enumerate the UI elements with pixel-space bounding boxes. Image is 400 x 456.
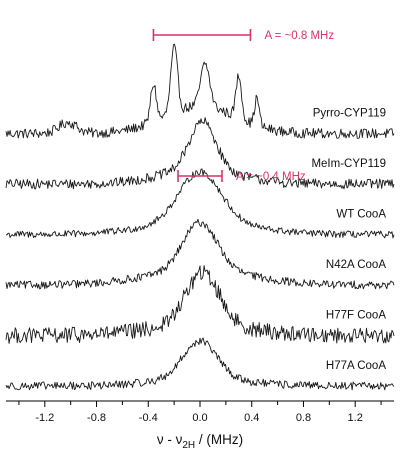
series-label-5: H77F CooA (326, 310, 386, 322)
x-ticks: -1.2 -0.8 -0.4 0.0 0.4 0.8 1.2 (18, 401, 382, 424)
series-trace-3 (5, 168, 395, 239)
x-tick-label: 0.8 (296, 412, 311, 424)
series-label-6: H77A CooA (326, 360, 386, 372)
series-trace-5 (5, 265, 395, 344)
x-tick-label: -1.2 (35, 412, 54, 424)
annotation-label-2: A = ~0.4 MHz (236, 171, 306, 183)
annotation-label-1: A = ~0.8 MHz (264, 30, 334, 42)
series-trace-2 (5, 117, 395, 190)
series-label-1: Pyrro-CYP119 (313, 108, 386, 120)
series-trace-4 (5, 218, 395, 290)
series-label-2: MeIm-CYP119 (311, 158, 386, 170)
series-trace-6 (5, 337, 395, 391)
x-tick-label: -0.4 (139, 412, 158, 424)
x-axis-label: ν - ν2H / (MHz) (157, 432, 243, 451)
x-tick-label: -0.8 (87, 412, 106, 424)
x-tick-label: 0.0 (192, 412, 207, 424)
series-label-3: WT CooA (336, 209, 386, 221)
annotation-bracket-2 (177, 170, 223, 182)
x-tick-label: 1.2 (348, 412, 363, 424)
series-labels: Pyrro-CYP119 MeIm-CYP119 WT CooA N42A CooA H… (311, 108, 386, 373)
series-label-4: N42A CooA (326, 259, 386, 271)
series-traces (5, 43, 395, 391)
annotations: A = ~0.8 MHz A = ~0.4 MHz (152, 29, 334, 183)
series-trace-1 (5, 43, 395, 139)
x-tick-label: 0.4 (244, 412, 259, 424)
annotation-bracket-1 (152, 29, 252, 41)
